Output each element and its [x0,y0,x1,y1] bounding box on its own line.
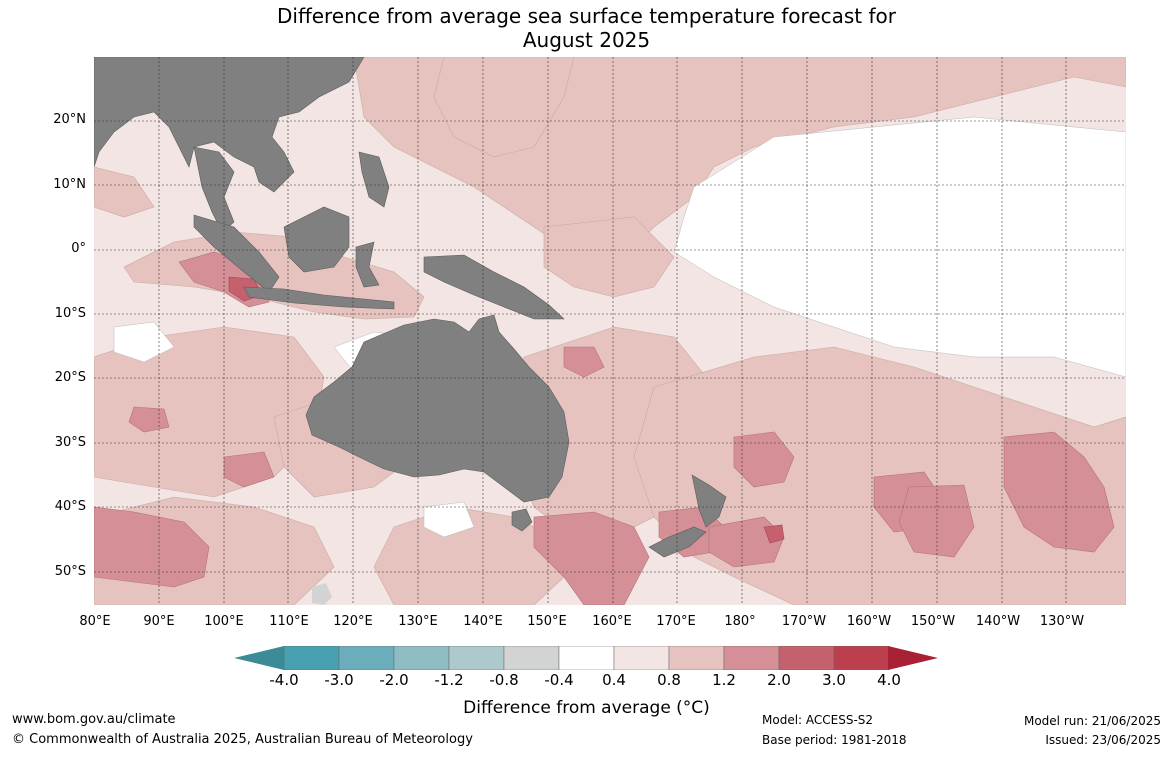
lon-label: 150°W [910,614,956,629]
borneo [283,206,350,273]
colorbar-tick: 0.8 [657,671,681,689]
colorbar-low-arrow [234,646,284,670]
lat-label: 20°S [54,370,86,385]
colorbar [234,646,938,670]
colorbar-segment [283,646,340,670]
colorbar-segment [833,646,890,670]
colorbar-tick: -3.0 [324,671,354,689]
colorbar-segment [338,646,395,670]
lon-label: 180° [724,614,756,629]
java-islands [243,286,395,310]
colorbar-segment [613,646,670,670]
new-guinea [423,254,565,320]
colorbar-label: Difference from average (°C) [463,698,710,718]
model-run-text: Model run: 21/06/2025 [1023,714,1161,728]
lon-label: 140°W [975,614,1021,629]
colorbar-tick: 4.0 [877,671,901,689]
lon-label: 90°E [143,614,175,629]
lon-label: 110°E [269,614,309,629]
colorbar-segment [778,646,835,670]
lon-label: 140°E [463,614,503,629]
colorbar-tick: -4.0 [269,671,299,689]
lon-label: 130°W [1039,614,1085,629]
title-line-1: Difference from average sea surface temp… [276,4,896,28]
model-text: Model: ACCESS-S2 [762,713,874,727]
map-title: Difference from average sea surface temp… [0,4,1173,52]
lon-label: 130°E [398,614,438,629]
lat-label: 0° [71,241,86,256]
lat-label: 10°S [54,306,86,321]
australia [305,314,570,503]
lat-label: 30°S [54,435,86,450]
lat-label: 50°S [54,564,86,579]
asia-mainland [94,57,365,193]
colorbar-tick: -1.2 [434,671,464,689]
lon-label: 170°E [656,614,696,629]
colorbar-tick: -0.8 [489,671,519,689]
colorbar-segment [503,646,560,670]
sst-anomaly-map [94,57,1126,605]
website-link[interactable]: www.bom.gov.au/climate [12,712,176,727]
new-zealand-north [691,474,727,528]
tasmania [511,508,533,532]
copyright-text: © Commonwealth of Australia 2025, Austra… [12,732,473,747]
lon-label: 160°E [592,614,632,629]
land-masses [94,57,727,558]
anomaly-band-neg-0.4 [312,583,332,605]
lon-label: 120°E [333,614,373,629]
colorbar-tick: 2.0 [767,671,791,689]
philippines [358,151,390,208]
lon-label: 150°E [527,614,567,629]
colorbar-segment [558,646,615,670]
colorbar-tick: 1.2 [712,671,736,689]
lon-label: 80°E [79,614,111,629]
colorbar-high-arrow [888,646,938,670]
colorbar-tick: -0.4 [544,671,574,689]
colorbar-segment [723,646,780,670]
colorbar-segment [448,646,505,670]
longitude-grid [158,57,1067,605]
colorbar-tick: 3.0 [822,671,846,689]
lat-label: 40°S [54,499,86,514]
colorbar-tick: 0.4 [602,671,626,689]
colorbar-segment [393,646,450,670]
lon-label: 100°E [204,614,244,629]
sulawesi [355,241,380,288]
title-line-2: August 2025 [522,28,651,52]
new-zealand-south [648,526,707,558]
lon-label: 170°W [781,614,827,629]
colorbar-tick: -2.0 [379,671,409,689]
base-period-text: Base period: 1981-2018 [762,733,907,747]
colorbar-segments [283,646,890,670]
lat-label: 10°N [53,177,86,192]
lat-label: 20°N [53,112,86,127]
colorbar-segment [668,646,725,670]
latitude-grid [94,120,1126,573]
issued-text: Issued: 23/06/2025 [1045,733,1161,747]
lon-label: 160°W [846,614,892,629]
